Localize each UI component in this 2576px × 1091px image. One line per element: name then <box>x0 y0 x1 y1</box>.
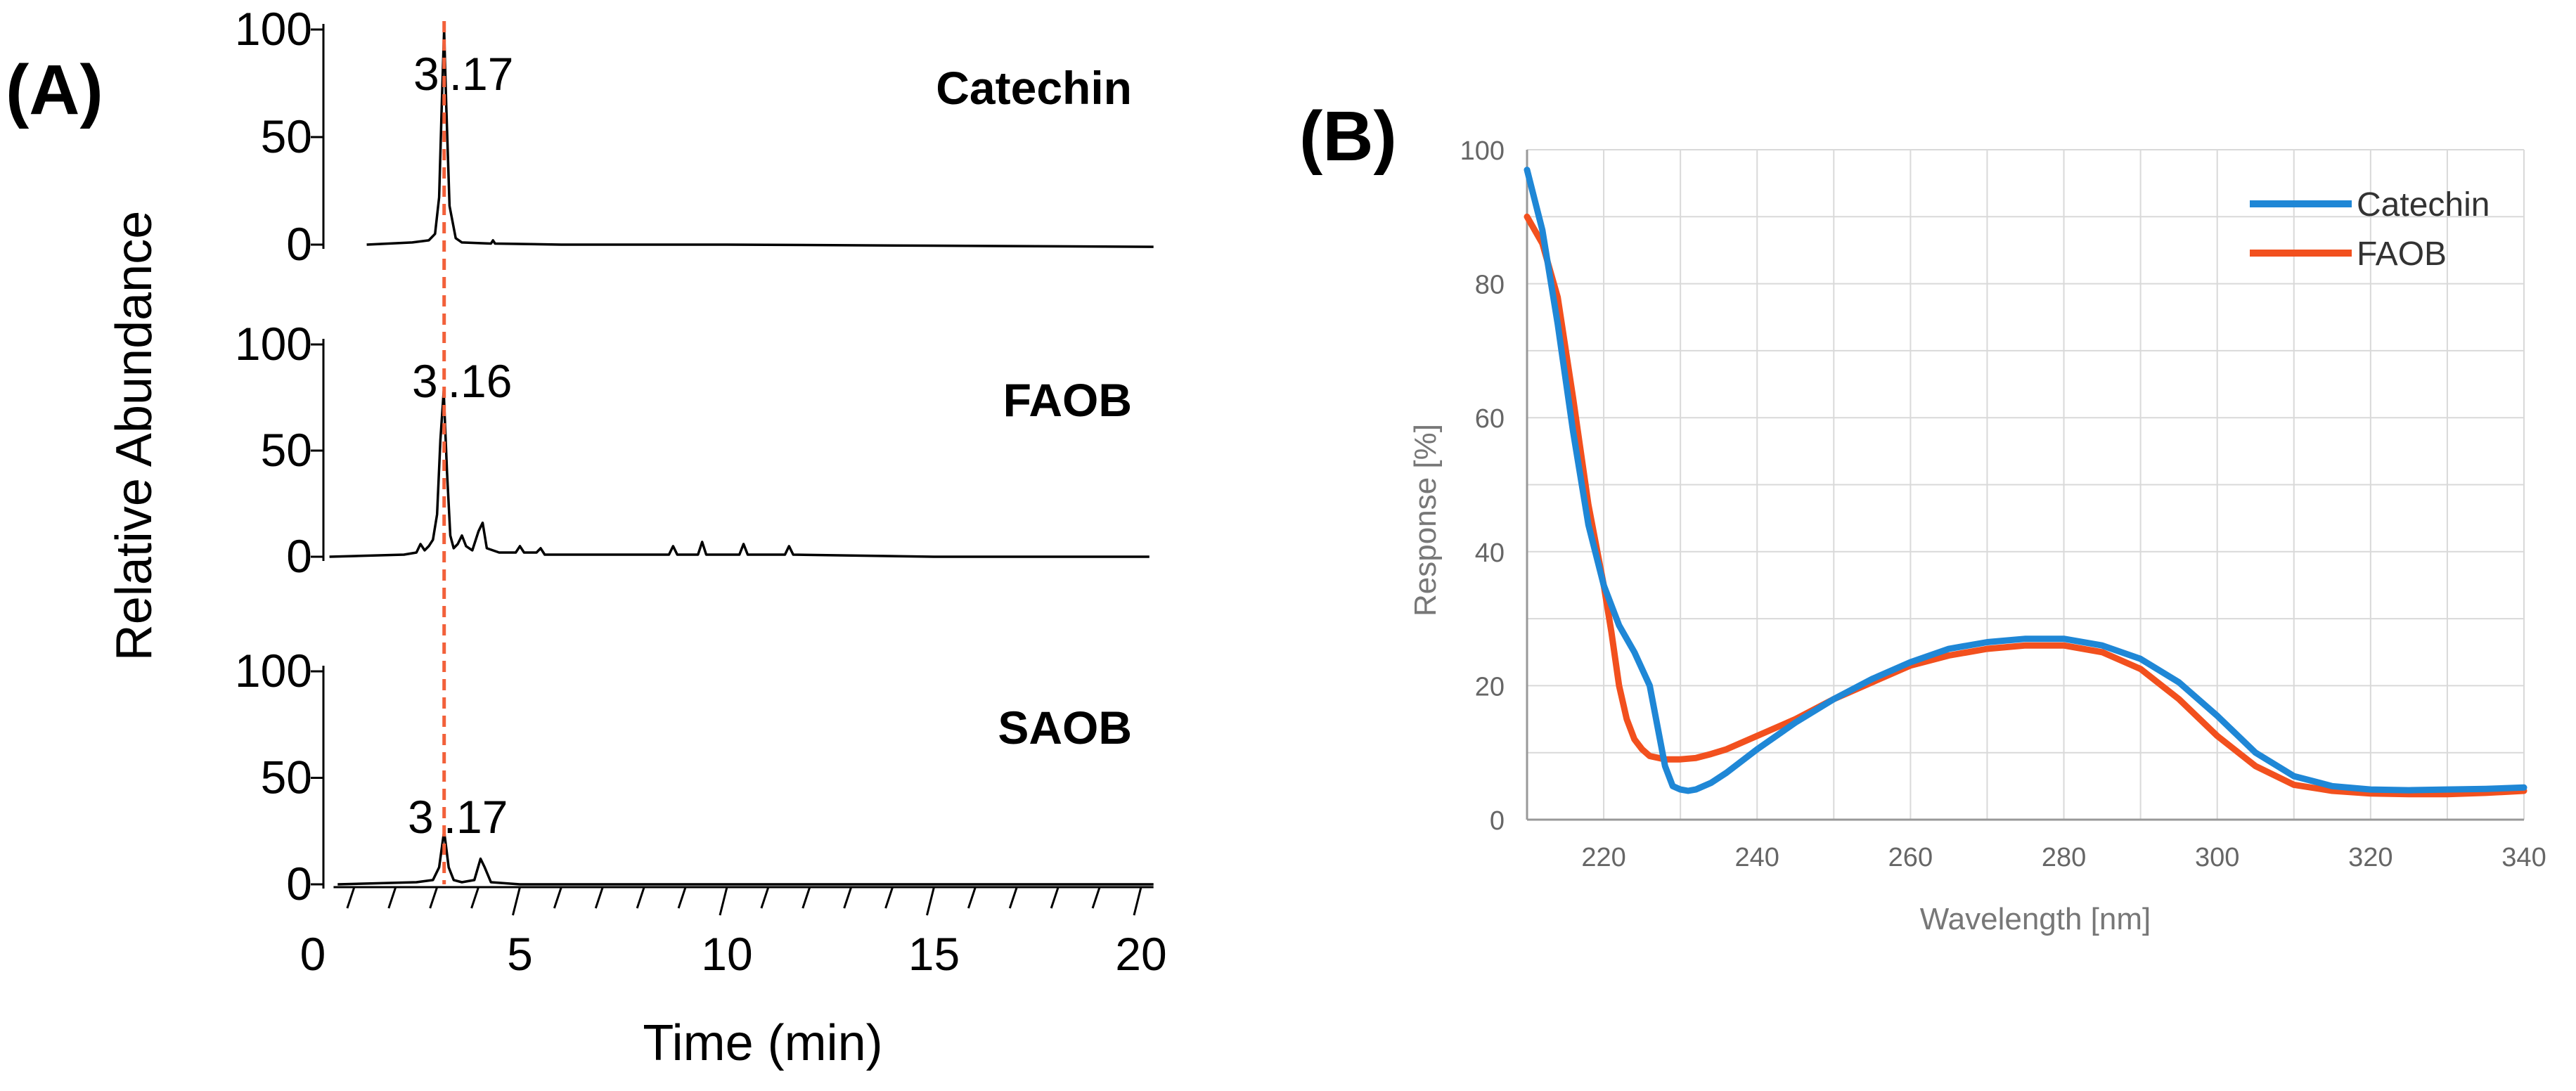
trace-signal <box>329 389 1149 558</box>
peak-label: 3.16 <box>412 355 512 407</box>
panel-a-x-axis-label: Time (min) <box>643 1015 882 1071</box>
peak-label-part: 3 <box>413 48 439 100</box>
x-axis-tick <box>594 886 604 909</box>
x-axis-tick <box>387 886 397 909</box>
trace-signal <box>337 829 1154 886</box>
x-axis-tick <box>1050 886 1060 909</box>
trace-faob: 0 50 100 FAOB 3.16 <box>235 318 1149 582</box>
x-tick-label: 300 <box>2195 843 2239 872</box>
y-tick-label: 80 <box>1475 271 1505 300</box>
series-line-faob <box>1524 213 2527 798</box>
y-tick-label: 0 <box>1490 806 1505 836</box>
x-axis-tick <box>760 886 770 909</box>
x-axis-tick <box>636 886 645 909</box>
y-tick-label: 100 <box>1460 136 1505 166</box>
x-tick-label: 15 <box>908 928 960 980</box>
panel-a-traces: 050100Catechin3.17050100FAOB3.16050100SA… <box>235 3 1154 910</box>
peak-label-part: 3 <box>408 791 434 843</box>
panel-a-y-axis-label: Relative Abundance <box>106 211 162 661</box>
panel-b-ticks: 0 20 40 60 80 100 220 240 260 280 300 320 340 <box>1460 136 2546 872</box>
x-tick-label: 240 <box>1735 843 1779 872</box>
trace-name: FAOB <box>1003 374 1132 426</box>
x-tick-label: 20 <box>1115 928 1166 980</box>
trace-y-tick-label: 100 <box>235 3 312 55</box>
trace-y-tick-label: 50 <box>261 751 312 803</box>
peak-label-part: .17 <box>449 48 514 100</box>
trace-y-tick-label: 0 <box>286 530 312 582</box>
x-axis-tick <box>470 886 480 909</box>
x-axis-tick <box>553 886 562 909</box>
x-axis-tick <box>1133 886 1142 916</box>
panel-b-legend: Catechin FAOB <box>2250 186 2490 273</box>
y-tick-label: 20 <box>1475 672 1505 702</box>
peak-label: 3.17 <box>413 48 513 100</box>
x-axis-tick <box>884 886 894 909</box>
y-tick-label: 40 <box>1475 538 1505 568</box>
trace-name: SAOB <box>998 702 1132 754</box>
trace-y-tick-label: 100 <box>235 645 312 697</box>
trace-y-tick-label: 50 <box>261 424 312 476</box>
x-axis-tick <box>346 886 356 909</box>
peak-label-part: .17 <box>444 791 508 843</box>
y-tick-label: 60 <box>1475 404 1505 434</box>
x-axis-tick <box>843 886 853 909</box>
panel-a-label: (A) <box>6 51 103 129</box>
trace-y-tick-label: 100 <box>235 318 312 370</box>
panel-b-x-axis-label: Wavelength [nm] <box>1920 902 2151 936</box>
peak-label: 3.17 <box>408 791 508 843</box>
x-tick-label: 220 <box>1581 843 1625 872</box>
x-tick-label: 260 <box>1888 843 1933 872</box>
x-axis-tick <box>926 886 935 916</box>
panel-b-grid <box>1526 149 2525 821</box>
x-tick-label: 5 <box>507 928 533 980</box>
x-axis-tick <box>801 886 811 909</box>
trace-catechin: 0 50 100 Catechin 3.17 <box>235 3 1154 270</box>
trace-signal <box>366 28 1154 248</box>
x-axis-tick <box>1091 886 1101 909</box>
x-axis-tick <box>967 886 977 909</box>
panel-b-label: (B) <box>1299 97 1397 176</box>
panel-b-lines <box>1524 167 2527 798</box>
trace-y-tick-label: 0 <box>286 858 312 910</box>
x-tick-label: 0 <box>300 928 326 980</box>
legend-label: FAOB <box>2357 235 2447 273</box>
x-tick-label: 280 <box>2042 843 2086 872</box>
trace-y-tick-label: 50 <box>261 110 312 162</box>
x-axis-tick <box>719 886 728 916</box>
legend-label: Catechin <box>2357 186 2490 224</box>
panel-a: (A) Relative Abundance Time (min) 050100… <box>6 3 1167 1071</box>
series-line-catechin <box>1524 167 2527 794</box>
panel-b-y-axis-label: Response [%] <box>1408 424 1443 616</box>
trace-saob: 0 50 100 SAOB 3.17 <box>235 645 1154 910</box>
peak-label-part: 3 <box>412 355 438 407</box>
trace-y-tick-label: 0 <box>286 218 312 270</box>
trace-name: Catechin <box>936 62 1132 114</box>
x-tick-label: 10 <box>701 928 752 980</box>
x-axis-tick <box>677 886 687 909</box>
peak-label-part: .16 <box>448 355 513 407</box>
x-axis-tick <box>512 886 521 916</box>
panel-a-x-axis: 0 5 10 15 20 <box>300 886 1167 980</box>
panel-b: (B) 0 20 40 60 80 100 220 240 260 280 300 320 340 Re… <box>1299 97 2546 936</box>
x-axis-tick <box>429 886 439 909</box>
x-tick-label: 340 <box>2501 843 2546 872</box>
x-tick-label: 320 <box>2348 843 2393 872</box>
x-axis-tick <box>1008 886 1018 909</box>
